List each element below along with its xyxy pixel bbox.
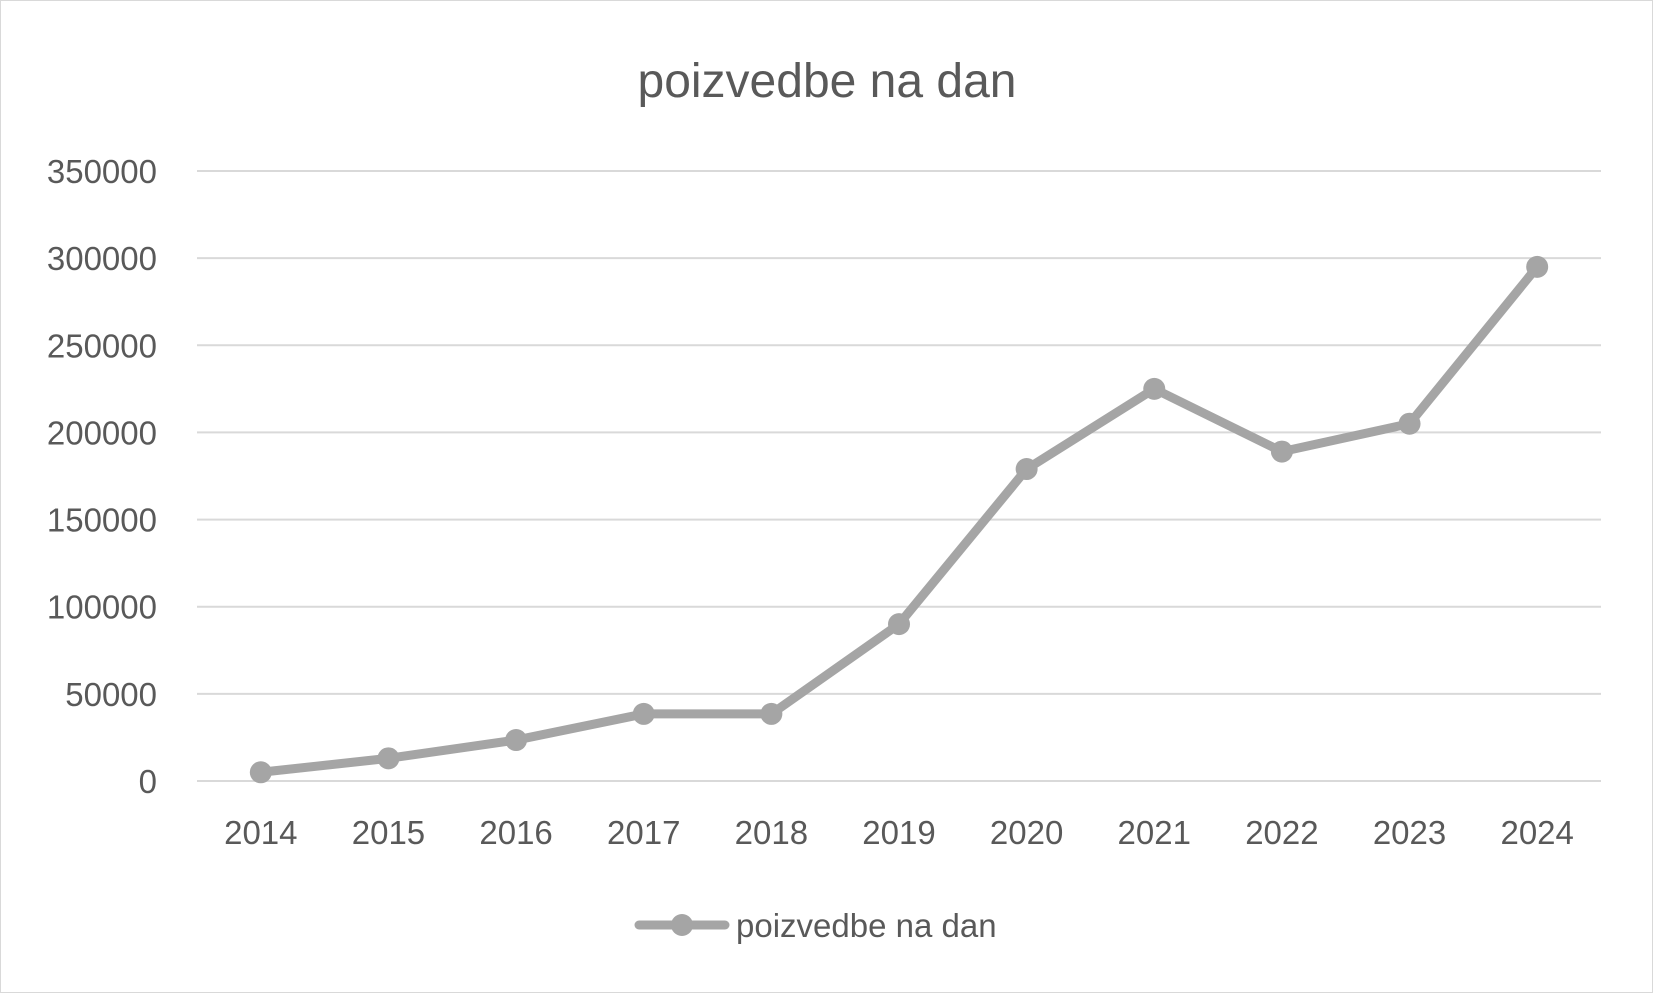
- y-tick-label: 50000: [65, 676, 157, 713]
- legend-dot-marker: [671, 914, 693, 936]
- data-point: [1015, 458, 1038, 481]
- data-point: [249, 761, 272, 784]
- y-tick-label: 350000: [47, 153, 157, 190]
- x-tick-label: 2017: [607, 814, 680, 851]
- x-tick-label: 2020: [990, 814, 1063, 851]
- y-tick-label: 100000: [47, 589, 157, 626]
- data-point: [888, 613, 910, 636]
- data-point: [505, 729, 528, 752]
- data-point: [760, 702, 783, 725]
- x-tick-label: 2018: [735, 814, 808, 851]
- data-point: [1270, 440, 1293, 463]
- x-tick-label: 2015: [352, 814, 425, 851]
- x-tick-label: 2023: [1373, 814, 1446, 851]
- legend-label: poizvedbe na dan: [736, 907, 997, 944]
- x-tick-label: 2014: [224, 814, 297, 851]
- data-point: [377, 747, 400, 770]
- x-tick-label: 2016: [479, 814, 552, 851]
- y-tick-label: 150000: [47, 502, 157, 539]
- y-tick-label: 300000: [47, 240, 157, 277]
- y-tick-label: 250000: [47, 327, 157, 364]
- x-tick-label: 2022: [1245, 814, 1318, 851]
- gridlines: [197, 170, 1601, 782]
- x-axis-ticks: 2014 2015 2016 2017 2018 2019 2020 2021 2022 2023…: [224, 814, 1574, 851]
- y-axis-ticks: 0 50000 100000 150000 200000 250000 300000 3500…: [47, 153, 157, 800]
- y-tick-label: 200000: [47, 414, 157, 451]
- data-point: [632, 702, 655, 725]
- x-tick-label: 2019: [862, 814, 935, 851]
- data-point: [1143, 377, 1166, 400]
- legend: poizvedbe na dan: [634, 907, 997, 944]
- x-tick-label: 2021: [1118, 814, 1191, 851]
- chart-title: poizvedbe na dan: [638, 55, 1017, 108]
- y-tick-label: 0: [139, 763, 157, 800]
- x-tick-label: 2024: [1500, 814, 1573, 851]
- data-point: [1526, 255, 1549, 278]
- series-group: [249, 255, 1549, 784]
- data-point: [1398, 412, 1421, 435]
